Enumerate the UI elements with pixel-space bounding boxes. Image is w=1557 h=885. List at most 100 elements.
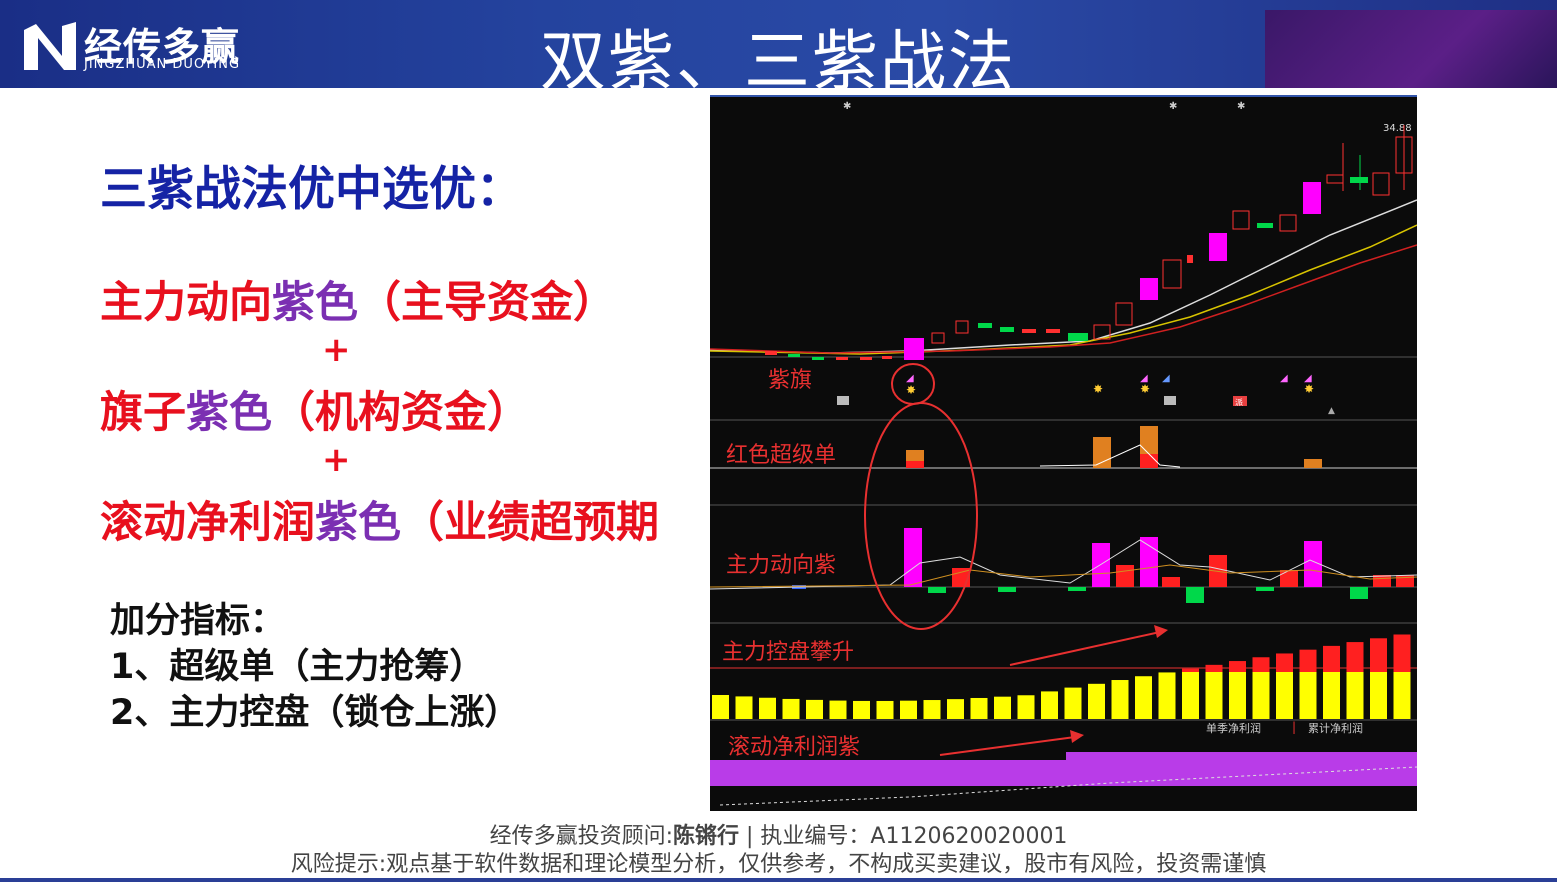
super-order-bar <box>1140 454 1158 468</box>
flag-icon: ◢ <box>1140 373 1148 384</box>
header-bar: 经传多赢 JINGZHUAN DUOYING 双紫、三紫战法 <box>0 0 1557 100</box>
line1-purple-text: 紫色 <box>272 278 358 328</box>
tag-icon <box>837 396 849 405</box>
advisor-prefix: 经传多赢投资顾问: <box>489 824 673 849</box>
line3-red-text: 滚动净利润 <box>100 498 315 548</box>
control-bar-yellow <box>829 700 847 719</box>
control-bar-yellow <box>1205 672 1223 719</box>
tag-pai-text: 派 <box>1235 398 1243 407</box>
panel-label-main-force: 主力动向紫 <box>726 553 836 578</box>
control-bar-red <box>1205 664 1223 672</box>
control-bar-yellow <box>1088 683 1105 719</box>
line2-rest-text: （机构资金） <box>272 388 530 438</box>
panel-label-super-order: 红色超级单 <box>726 443 836 468</box>
flag-icon: ◢ <box>1304 373 1312 384</box>
control-bar-yellow <box>1393 672 1411 719</box>
marker-icon: ✱ <box>1237 101 1245 112</box>
control-bar-red <box>1299 649 1317 672</box>
price-label: 34.88 <box>1383 123 1412 134</box>
control-bar-yellow <box>970 697 988 719</box>
section-heading: 三紫战法优中选优： <box>100 162 523 217</box>
super-order-bar <box>1304 459 1322 468</box>
control-bar-red <box>1346 642 1364 672</box>
legend-cumulative: 累计净利润 <box>1308 721 1363 735</box>
triangle-icon: ▲ <box>1328 406 1335 416</box>
logo-subtitle: JINGZHUAN DUOYING <box>84 57 241 72</box>
marker-icon: ✱ <box>843 101 851 112</box>
footer-line <box>0 878 1557 882</box>
flag-icon: ◢ <box>1280 373 1288 384</box>
control-bar-red <box>1276 653 1293 672</box>
page-title: 双紫、三紫战法 <box>540 23 1016 100</box>
arrow-line <box>939 736 1076 756</box>
star-icon: ✸ <box>1093 382 1103 396</box>
control-bar-yellow <box>1041 691 1058 719</box>
tag-icon <box>1164 396 1176 405</box>
tag-pai <box>1233 396 1247 406</box>
star-icon: ✸ <box>906 383 916 397</box>
line1-rest-text: （主导资金） <box>358 278 616 328</box>
control-bar-yellow <box>900 700 917 719</box>
line1-red-text: 主力动向 <box>100 278 272 328</box>
arrow-head-icon <box>1070 730 1084 743</box>
line2-red-text: 旗子 <box>100 388 186 438</box>
control-bar-red <box>1393 634 1411 672</box>
control-bar-red <box>1252 657 1270 672</box>
control-bar-yellow <box>1346 672 1364 719</box>
super-order-line <box>1039 444 1181 468</box>
flag-icon: ◢ <box>906 373 914 384</box>
control-bar-yellow <box>923 700 941 719</box>
control-bar-yellow <box>1252 672 1270 719</box>
marker-icon: ✱ <box>1169 101 1177 112</box>
candlesticks <box>765 125 1413 360</box>
chart-background <box>710 95 1417 811</box>
panel-label-control: 主力控盘攀升 <box>722 640 854 665</box>
panel-label-profit: 滚动净利润紫 <box>728 735 860 760</box>
header-accent-panel <box>1265 10 1557 88</box>
ma-line-red <box>710 244 1417 354</box>
control-bar-yellow <box>712 695 729 719</box>
star-icon: ✸ <box>1140 382 1150 396</box>
control-bar-yellow <box>1111 680 1129 719</box>
bonus-item-2: 2、主力控盘（锁仓上涨） <box>110 693 520 733</box>
line-main-force: 主力动向紫色（主导资金） <box>100 268 616 330</box>
control-bar-yellow <box>1229 672 1246 719</box>
line2-purple-text: 紫色 <box>186 388 272 438</box>
control-bar-yellow <box>1182 672 1199 719</box>
control-bar-yellow <box>1135 676 1152 719</box>
stock-chart: ✱ ✱ ✱ 34.88 <box>710 95 1417 811</box>
line3-rest-text: （业绩超预期 <box>401 498 659 548</box>
line-rolling-profit: 滚动净利润紫色（业绩超预期 <box>100 488 659 550</box>
highlight-ellipse <box>864 402 978 630</box>
legend-quarter: 单季净利润 <box>1206 721 1261 735</box>
plus-sign-2: + <box>322 440 351 480</box>
control-bar-yellow <box>1064 687 1082 719</box>
flag-icon: ◢ <box>1162 373 1170 384</box>
profit-bar <box>710 760 1066 786</box>
control-bar-yellow <box>1323 672 1340 719</box>
star-icon: ✸ <box>1304 382 1314 396</box>
arrow-head-icon <box>1154 625 1168 638</box>
logo-icon <box>24 22 76 70</box>
control-bar-red <box>1370 638 1387 672</box>
advisor-separator: | <box>746 824 754 849</box>
control-bar-yellow <box>1017 695 1035 719</box>
control-bar-yellow <box>759 697 776 719</box>
plus-sign-1: + <box>322 330 351 370</box>
advisor-name: 陈锵行 <box>672 824 739 849</box>
main-force-bars <box>792 528 1414 603</box>
super-order-bar <box>906 461 924 468</box>
profit-bar <box>1066 752 1417 786</box>
line-flag: 旗子紫色（机构资金） <box>100 378 530 440</box>
footer-advisor: 经传多赢投资顾问:陈锵行 | 执业编号：A1120620020001 <box>0 818 1557 850</box>
control-bar-red <box>1182 668 1199 672</box>
control-bar-yellow <box>994 696 1011 719</box>
profit-trend-line <box>719 766 1417 806</box>
control-bar-yellow <box>1370 672 1387 719</box>
control-bar-yellow <box>853 700 870 719</box>
super-order-bar <box>1093 437 1111 468</box>
arrow-line <box>1009 631 1161 666</box>
main-force-line-orange <box>710 564 1417 588</box>
control-bar-yellow <box>1158 672 1176 719</box>
control-bar-yellow <box>782 698 800 719</box>
